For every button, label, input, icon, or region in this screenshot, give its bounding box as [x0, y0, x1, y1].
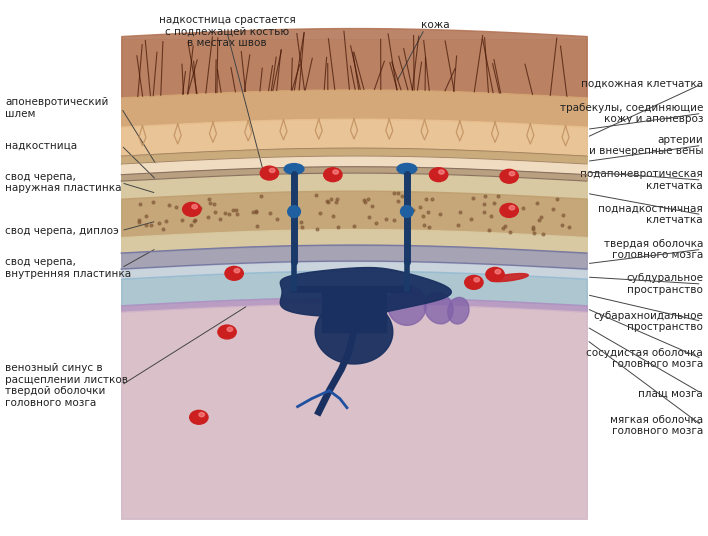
Circle shape [474, 278, 479, 282]
Ellipse shape [490, 273, 528, 281]
Text: трабекулы, соединяющие
кожу и апоневроз: трабекулы, соединяющие кожу и апоневроз [560, 102, 703, 124]
Circle shape [261, 166, 278, 180]
Circle shape [218, 325, 236, 339]
Ellipse shape [284, 163, 304, 174]
Ellipse shape [401, 206, 413, 217]
Circle shape [192, 205, 198, 209]
Text: свод черепа, диплоэ: свод черепа, диплоэ [5, 226, 119, 236]
Circle shape [486, 267, 504, 281]
Text: надкостница срастается
с подлежащей костью
в местах швов: надкостница срастается с подлежащей кост… [159, 14, 295, 48]
Text: свод черепа,
наружная пластинка: свод черепа, наружная пластинка [5, 172, 121, 193]
Circle shape [509, 172, 515, 176]
Polygon shape [315, 300, 393, 364]
Circle shape [227, 327, 233, 331]
Text: плащ мозга: плащ мозга [639, 388, 703, 398]
Circle shape [500, 169, 518, 183]
Circle shape [324, 168, 342, 182]
Circle shape [183, 203, 201, 217]
Circle shape [199, 413, 205, 417]
Text: подапоневротическая
клетчатка: подапоневротическая клетчатка [581, 169, 703, 191]
Text: сосудистая оболочка
головного мозга: сосудистая оболочка головного мозга [586, 348, 703, 369]
Text: артерии
и внечерепные вены: артерии и внечерепные вены [588, 135, 703, 156]
Text: мягкая оболочка
головного мозга: мягкая оболочка головного мозга [610, 414, 703, 436]
Circle shape [500, 204, 518, 217]
Circle shape [495, 270, 501, 274]
Text: апоневротический
шлем: апоневротический шлем [5, 97, 108, 119]
Circle shape [464, 276, 483, 289]
Text: твердая оболочка
головного мозга: твердая оболочка головного мозга [604, 239, 703, 260]
Ellipse shape [387, 285, 426, 325]
Circle shape [439, 170, 444, 174]
Circle shape [234, 269, 240, 273]
Ellipse shape [397, 163, 417, 174]
Text: венозный синус в
расщеплении листков
твердой оболочки
головного мозга: венозный синус в расщеплении листков тве… [5, 363, 128, 408]
Text: подкожная клетчатка: подкожная клетчатка [581, 79, 703, 89]
Circle shape [225, 266, 244, 280]
Text: субарахноидальное
пространство: субарахноидальное пространство [593, 310, 703, 332]
Polygon shape [280, 267, 451, 316]
Circle shape [269, 168, 275, 173]
Circle shape [509, 206, 515, 210]
FancyBboxPatch shape [121, 39, 587, 519]
Text: кожа: кожа [421, 20, 450, 30]
Text: субдуральное
пространство: субдуральное пространство [626, 273, 703, 295]
Text: свод черепа,
внутренняя пластинка: свод черепа, внутренняя пластинка [5, 257, 131, 279]
Circle shape [333, 170, 338, 174]
Text: поднадкостничная
клетчатка: поднадкостничная клетчатка [598, 204, 703, 226]
Ellipse shape [424, 292, 453, 324]
Ellipse shape [447, 297, 469, 324]
Circle shape [190, 411, 208, 424]
Text: надкостница: надкостница [5, 140, 77, 151]
Ellipse shape [287, 206, 300, 218]
Circle shape [430, 168, 447, 182]
